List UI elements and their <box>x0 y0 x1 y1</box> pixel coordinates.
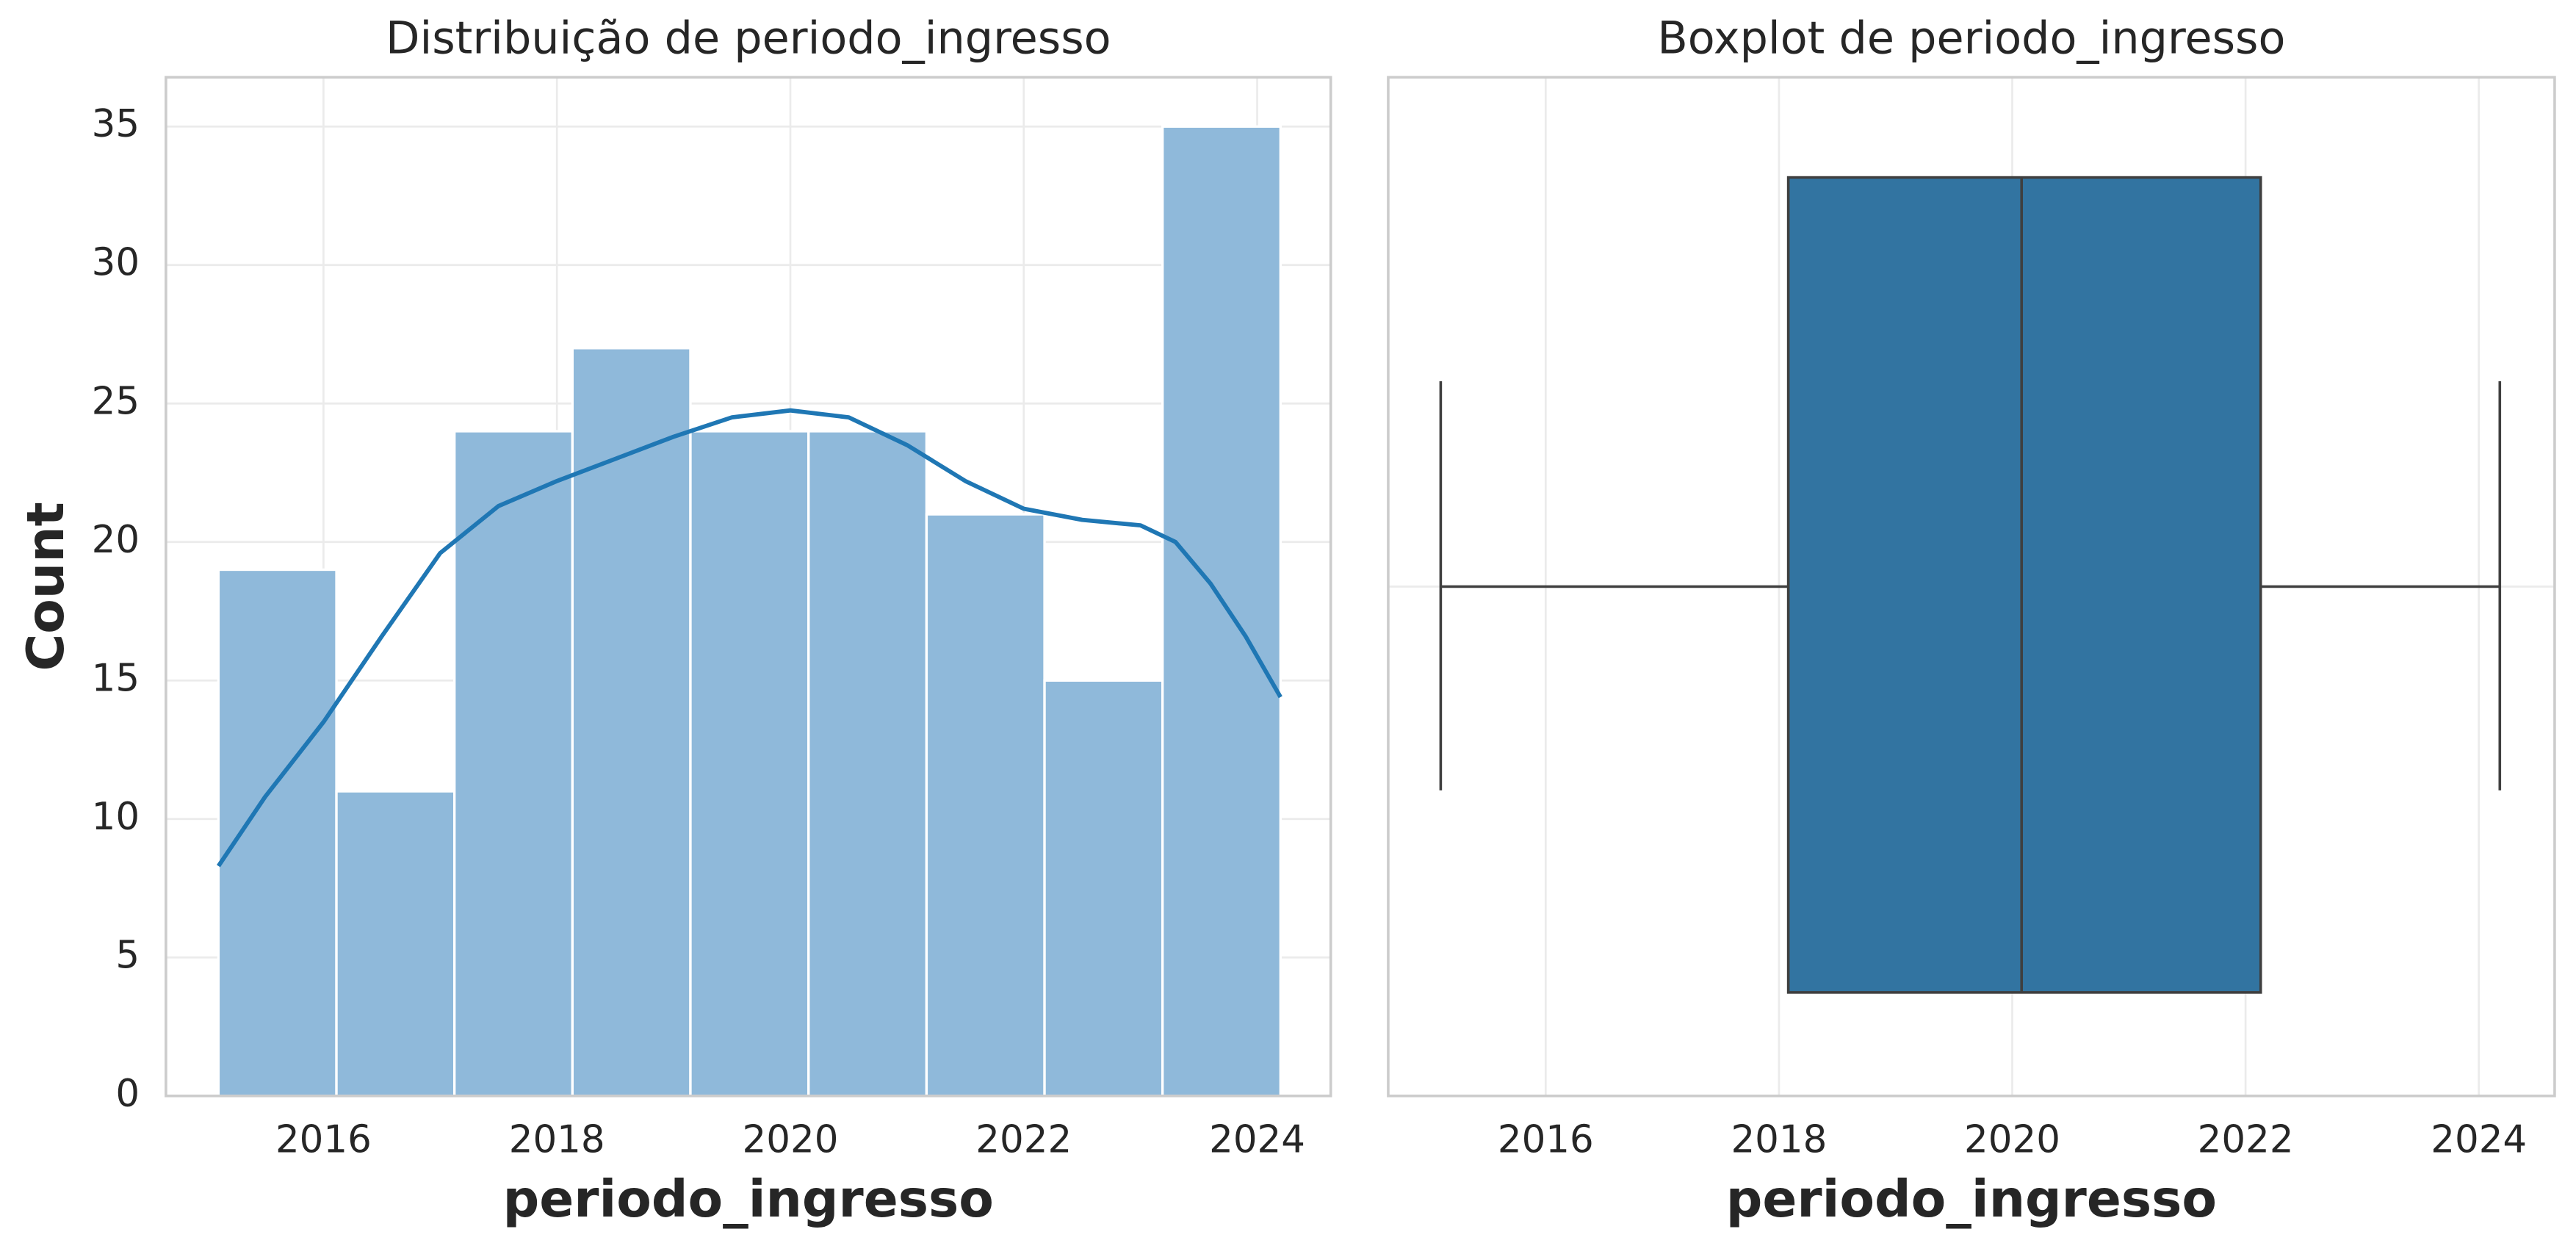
x-tick-label: 2018 <box>509 1117 605 1161</box>
chart-title: Boxplot de periodo_ingresso <box>1657 13 2285 65</box>
chart-title: Distribuição de periodo_ingresso <box>386 13 1111 65</box>
x-tick-label: 2020 <box>1964 1117 2060 1161</box>
histogram-bar <box>1161 125 1282 1098</box>
x-tick-label: 2016 <box>275 1117 372 1161</box>
y-tick-label: 5 <box>115 933 140 977</box>
x-axis-label: periodo_ingresso <box>503 1170 994 1229</box>
plot-frame <box>1387 76 2556 1098</box>
x-tick-label: 2024 <box>1209 1117 1305 1161</box>
histogram-bar <box>335 790 456 1098</box>
x-tick-label: 2020 <box>743 1117 839 1161</box>
box <box>1786 176 2262 994</box>
histogram-bar <box>807 430 928 1098</box>
x-tick-label: 2016 <box>1498 1117 1594 1161</box>
y-tick-label: 20 <box>92 518 140 562</box>
histogram-bar <box>217 568 338 1098</box>
y-tick-label: 15 <box>92 656 140 700</box>
y-tick-label: 35 <box>92 102 140 146</box>
histogram-bar <box>689 430 810 1098</box>
x-axis-label: periodo_ingresso <box>1726 1170 2217 1229</box>
histogram-bar <box>1043 679 1164 1098</box>
x-tick-label: 2022 <box>975 1117 1072 1161</box>
y-tick-label: 10 <box>92 795 140 839</box>
y-axis-label: Count <box>17 502 76 671</box>
histogram-bar <box>571 347 692 1098</box>
y-tick-label: 25 <box>92 379 140 423</box>
y-tick-label: 0 <box>115 1072 140 1116</box>
x-tick-label: 2024 <box>2431 1117 2527 1161</box>
x-tick-label: 2022 <box>2198 1117 2294 1161</box>
plot-frame <box>165 76 1332 1098</box>
histogram-bar <box>925 513 1046 1098</box>
kde-line <box>216 408 1282 868</box>
histogram-bar <box>453 430 574 1098</box>
x-tick-label: 2018 <box>1731 1117 1827 1161</box>
y-tick-label: 30 <box>92 241 140 285</box>
